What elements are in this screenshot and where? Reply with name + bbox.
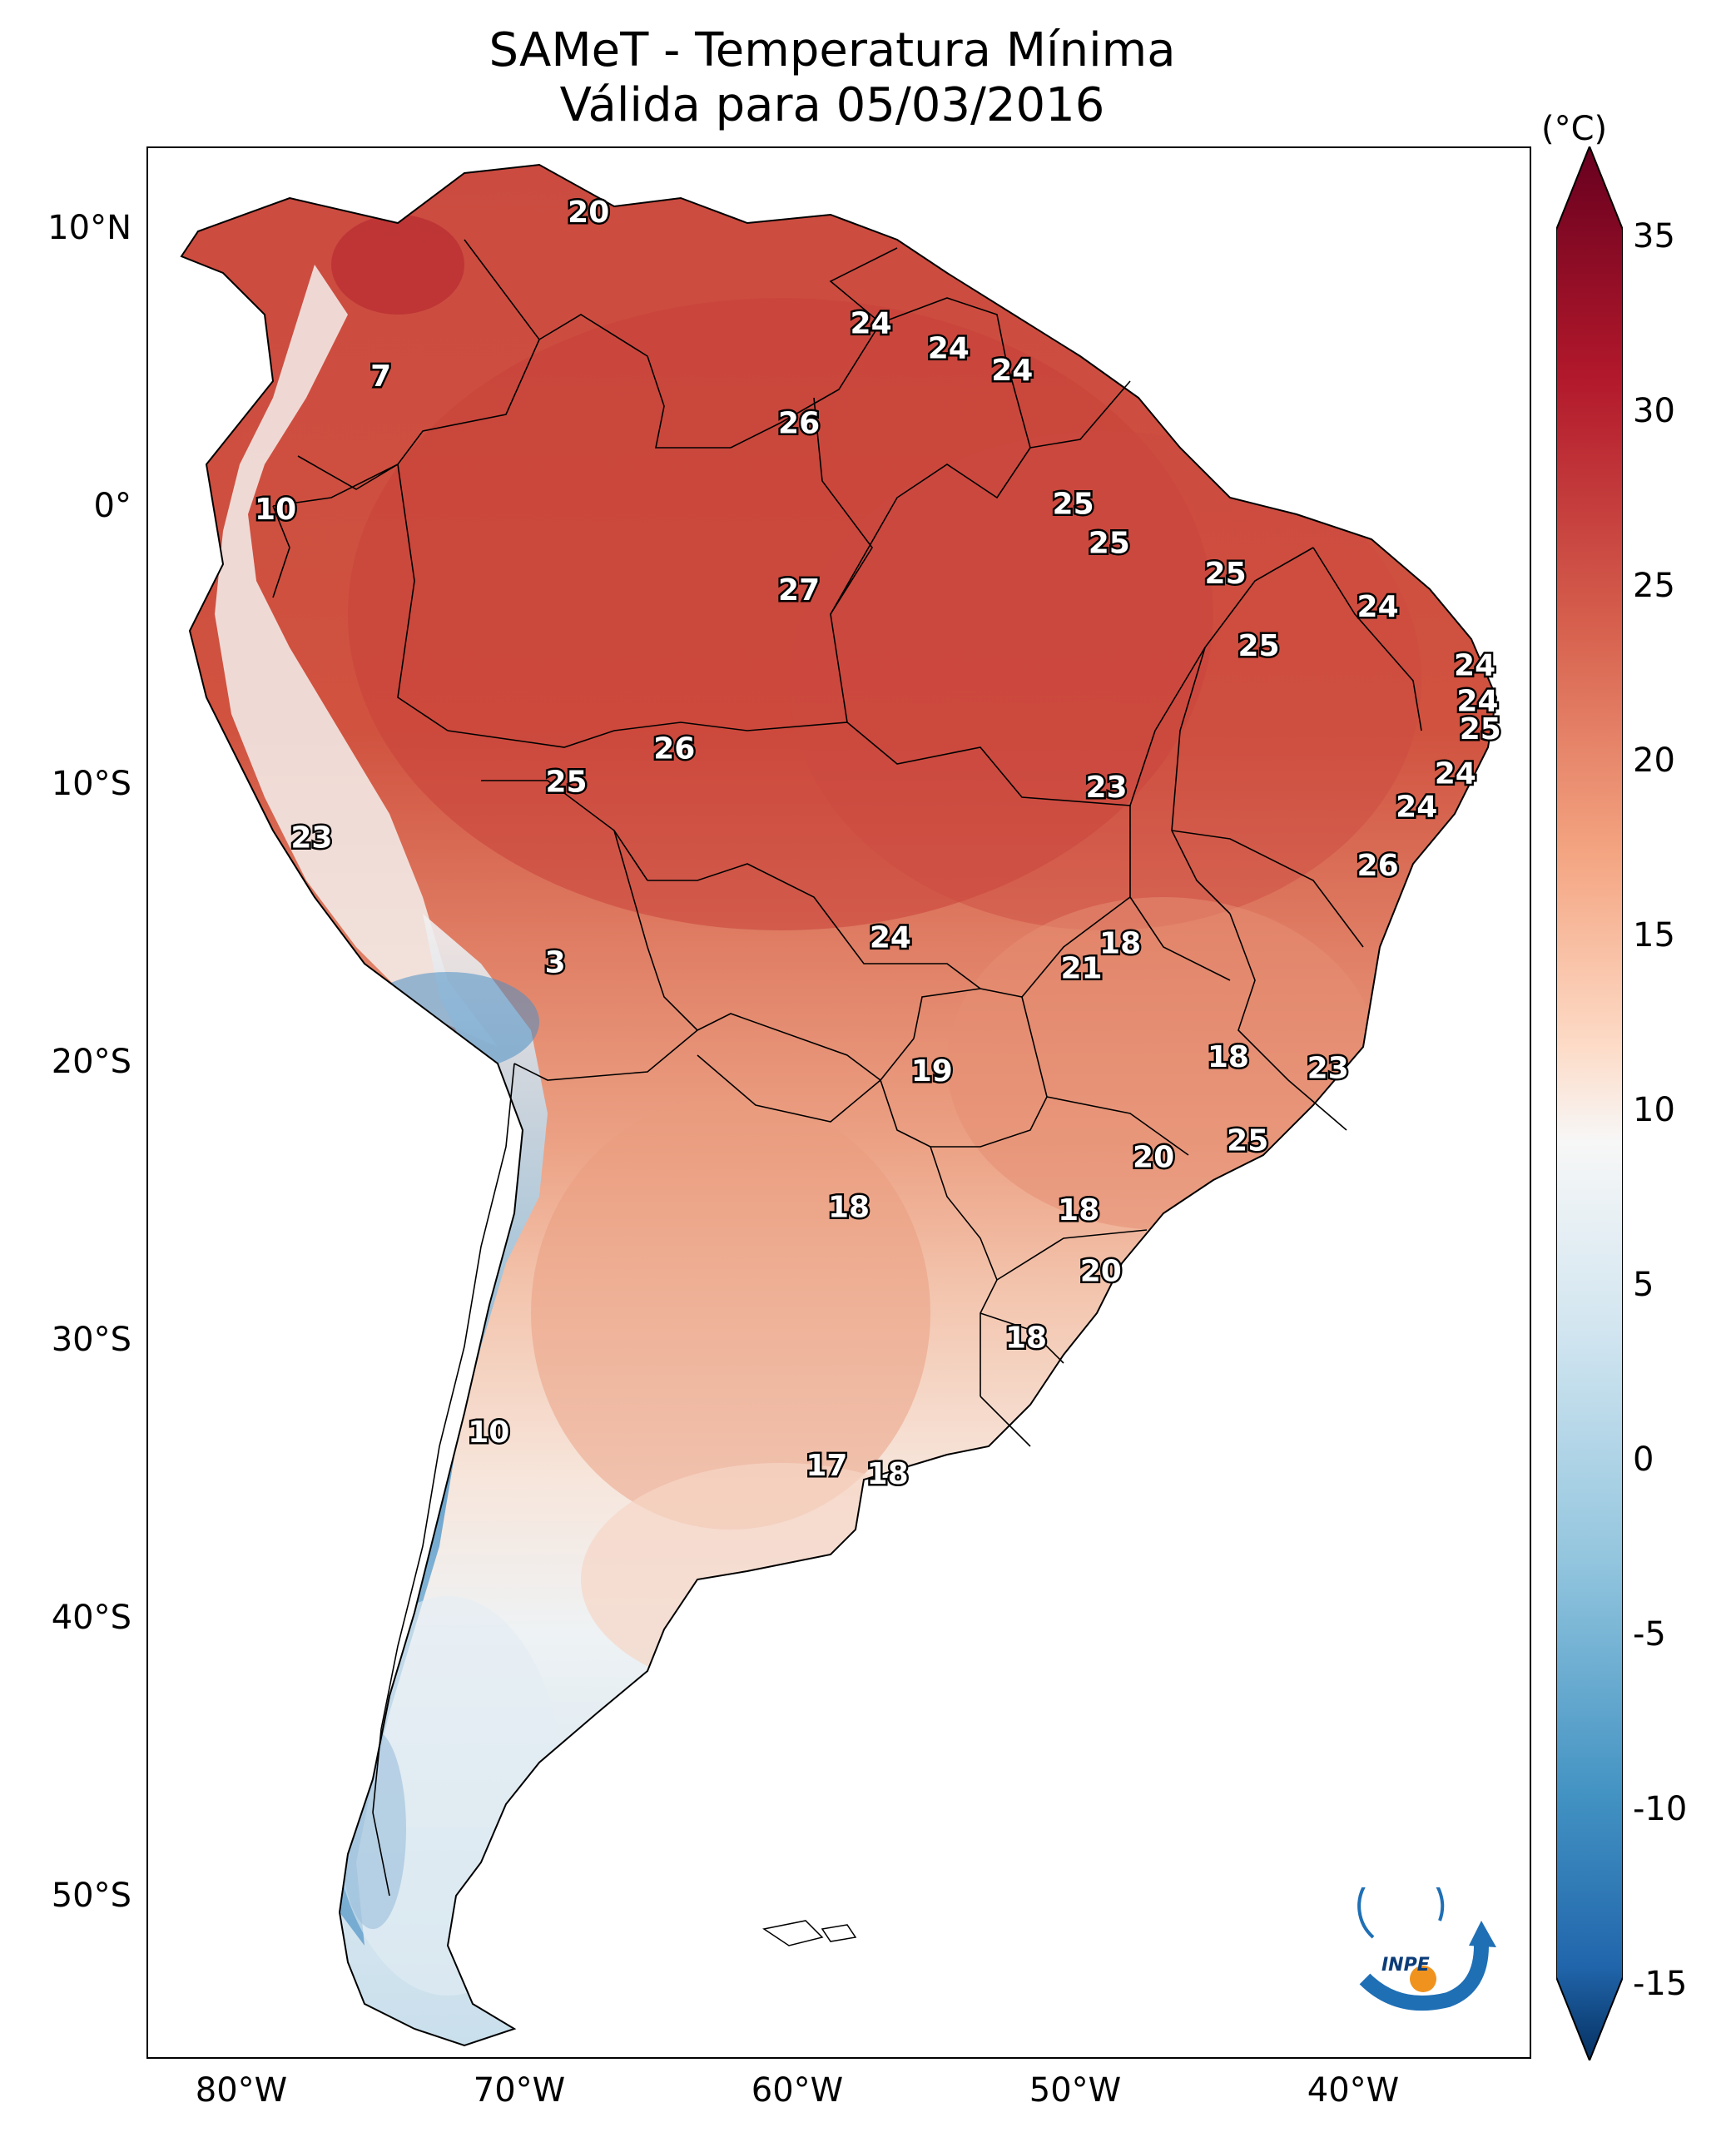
colorbar-tick-label: 20 bbox=[1633, 741, 1675, 780]
station-value-label: 24 bbox=[1456, 685, 1498, 719]
station-value-label: 25 bbox=[1460, 712, 1501, 746]
lat-tick-label: 40°S bbox=[51, 1599, 131, 1637]
colorbar-tick-label: 15 bbox=[1633, 916, 1675, 955]
station-value-label: 20 bbox=[1080, 1254, 1122, 1288]
station-value-label: 24 bbox=[1357, 590, 1399, 624]
station-value-label: 24 bbox=[1435, 757, 1476, 791]
station-value-label: 20 bbox=[568, 196, 609, 230]
station-value-label: 25 bbox=[545, 766, 587, 800]
lat-tick-label: 0° bbox=[93, 487, 131, 525]
colorbar-tick-label: 30 bbox=[1633, 392, 1675, 430]
station-value-label: 26 bbox=[653, 732, 695, 766]
colorbar bbox=[1556, 146, 1623, 2060]
country-borders bbox=[272, 239, 1422, 1897]
station-value-label: 24 bbox=[991, 354, 1033, 388]
station-value-label: 18 bbox=[1099, 926, 1141, 960]
lon-tick-label: 80°W bbox=[195, 2071, 288, 2110]
station-value-label: 18 bbox=[1058, 1193, 1099, 1227]
colorbar-tick-label: -10 bbox=[1633, 1790, 1688, 1828]
station-value-label: 18 bbox=[867, 1457, 909, 1491]
lat-tick-label: 10°S bbox=[51, 765, 131, 803]
station-value-label: 25 bbox=[1227, 1123, 1268, 1158]
lat-tick-label: 30°S bbox=[51, 1321, 131, 1359]
colorbar-tick-label: 10 bbox=[1633, 1091, 1675, 1129]
station-value-label: 21 bbox=[1060, 951, 1102, 985]
colorbar-tick-label: -5 bbox=[1633, 1615, 1666, 1654]
colorbar-tick-label: 5 bbox=[1633, 1266, 1654, 1304]
station-value-label: 24 bbox=[1454, 648, 1495, 682]
inpe-logo-text: INPE bbox=[1381, 1955, 1430, 1976]
station-value-label: 20 bbox=[1133, 1141, 1174, 1175]
station-value-label: 26 bbox=[778, 407, 820, 441]
lat-tick-label: 50°S bbox=[51, 1877, 131, 1915]
lat-tick-label: 10°N bbox=[47, 209, 131, 247]
colorbar-tick-label: 35 bbox=[1633, 217, 1675, 255]
station-value-label: 3 bbox=[545, 946, 566, 980]
colorbar-tick-label: 25 bbox=[1633, 567, 1675, 605]
station-value-label: 25 bbox=[1205, 557, 1247, 591]
station-value-label: 24 bbox=[1396, 791, 1437, 825]
colorbar-unit: (°C) bbox=[1541, 110, 1608, 148]
station-value-label: 18 bbox=[1208, 1040, 1249, 1074]
station-value-label: 24 bbox=[928, 332, 970, 366]
station-value-label: 24 bbox=[851, 306, 892, 340]
colorbar-tick-label: 0 bbox=[1633, 1440, 1654, 1479]
station-value-label: 27 bbox=[778, 573, 820, 607]
lon-tick-label: 40°W bbox=[1307, 2071, 1400, 2110]
station-value-label: 25 bbox=[1089, 526, 1130, 560]
station-value-label: 10 bbox=[255, 493, 296, 527]
station-value-label: 7 bbox=[370, 359, 391, 394]
map-panel: 20 7 24 24 24 26 10 25 25 25 24 27 25 24 24 25 26 25 23 24 2… bbox=[146, 146, 1531, 2059]
station-value-label: 10 bbox=[468, 1416, 509, 1450]
station-value-label: 25 bbox=[1053, 488, 1094, 522]
station-value-label: 23 bbox=[1307, 1052, 1349, 1086]
station-value-label: 26 bbox=[1357, 849, 1399, 883]
station-value-label: 19 bbox=[911, 1054, 953, 1088]
station-value-label: 18 bbox=[1005, 1321, 1047, 1356]
map-title: SAMeT - Temperatura Mínima bbox=[489, 23, 1176, 77]
map-subtitle: Válida para 05/03/2016 bbox=[559, 78, 1105, 132]
colorbar-tick-label: -15 bbox=[1633, 1965, 1688, 2003]
lon-tick-label: 70°W bbox=[473, 2071, 566, 2110]
station-value-label: 17 bbox=[806, 1449, 847, 1483]
lat-tick-label: 20°S bbox=[51, 1043, 131, 1081]
lon-tick-label: 50°W bbox=[1029, 2071, 1122, 2110]
station-value-label: 24 bbox=[870, 921, 911, 955]
station-value-label: 18 bbox=[828, 1191, 870, 1225]
lon-tick-label: 60°W bbox=[751, 2071, 844, 2110]
station-value-label: 25 bbox=[1238, 629, 1279, 663]
station-value-label: 23 bbox=[290, 821, 332, 855]
station-value-label: 23 bbox=[1085, 771, 1127, 805]
inpe-logo: INPE bbox=[1357, 1887, 1496, 2011]
